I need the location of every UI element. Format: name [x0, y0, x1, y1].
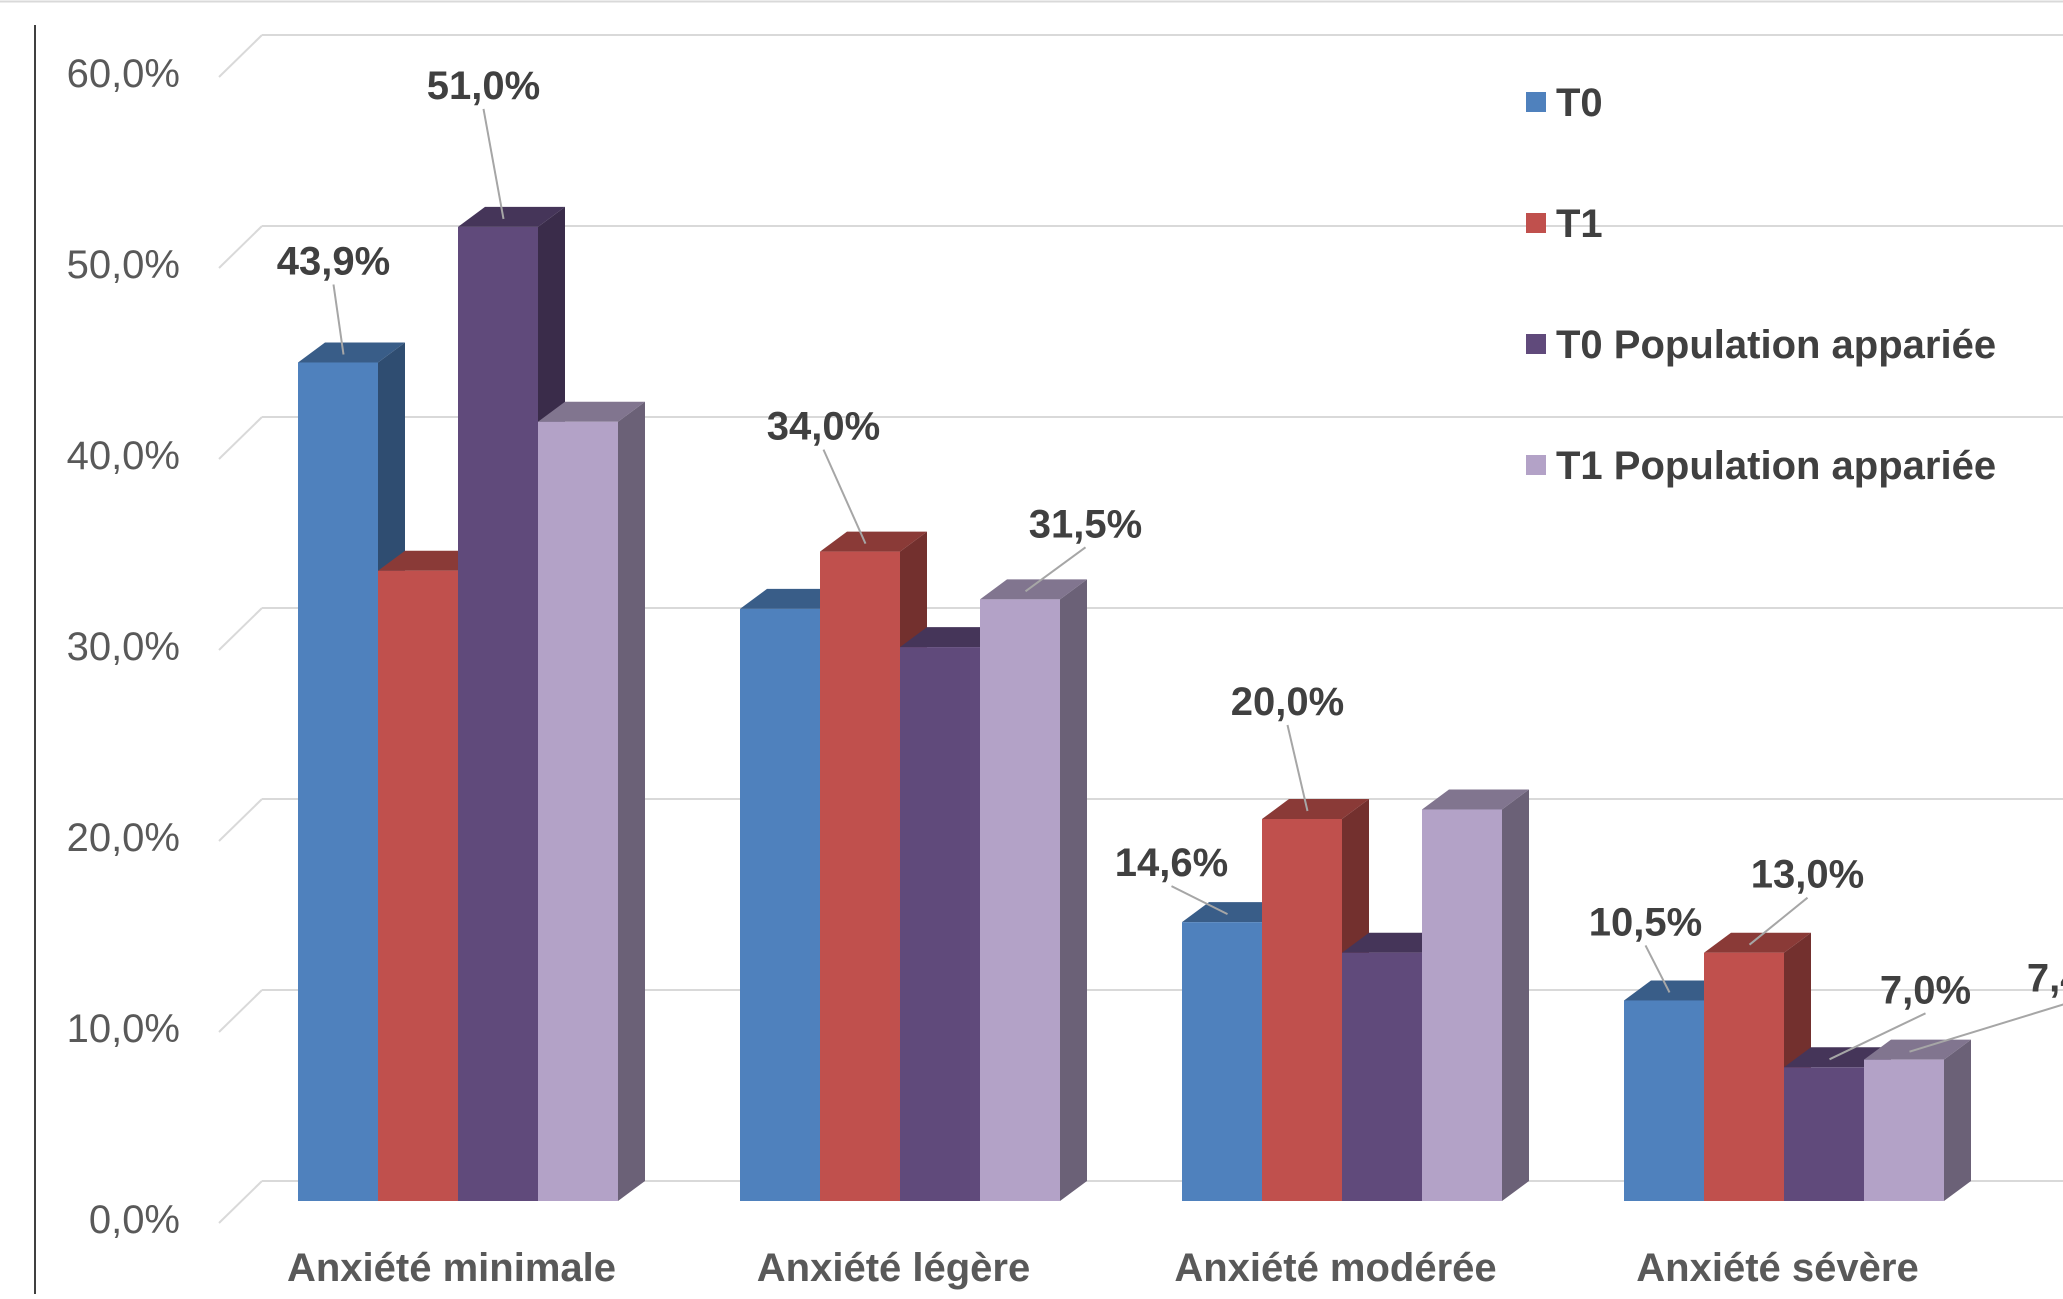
y-tick-label: 0,0% [89, 1198, 180, 1242]
bar-front [1342, 953, 1422, 1201]
gridline-side [219, 990, 262, 1032]
y-tick-label: 10,0% [67, 1007, 180, 1051]
x-axis-categories: Anxiété minimale Anxiété légère Anxiété mo… [287, 1246, 1919, 1290]
bar [980, 579, 1087, 1201]
bar-front [1704, 953, 1784, 1201]
legend-label: T0 [1556, 81, 1603, 125]
x-category-label: Anxiété minimale [287, 1246, 616, 1290]
bar-side [1944, 1040, 1971, 1201]
y-tick-label: 30,0% [67, 625, 180, 669]
data-label: 14,6% [1115, 841, 1228, 885]
data-label: 51,0% [427, 64, 540, 108]
data-label: 43,9% [277, 240, 390, 284]
leader-line [484, 109, 504, 219]
bar-front [980, 599, 1060, 1201]
x-category-label: Anxiété légère [757, 1246, 1030, 1290]
legend: T0 T1 T0 Population appariée T1 Population … [1526, 81, 1996, 488]
x-category-label: Anxiété sévère [1636, 1246, 1918, 1290]
legend-label: T1 Population appariée [1556, 444, 1996, 488]
gridline-side [219, 608, 262, 650]
bar-front [1784, 1067, 1864, 1201]
legend-label: T0 Population appariée [1556, 323, 1996, 367]
gridline-side [219, 226, 262, 268]
x-category-label: Anxiété modérée [1174, 1246, 1496, 1290]
y-axis: 0,0% 10,0% 20,0% 30,0% 40,0% 50,0% 60,0% [35, 25, 180, 1294]
bar-front [1422, 809, 1502, 1201]
gridline-side [219, 35, 262, 77]
legend-swatch [1526, 213, 1546, 233]
bar [538, 402, 645, 1201]
leader-line [824, 450, 866, 544]
bar-front [298, 363, 378, 1201]
gridline-side [219, 417, 262, 459]
data-label: 10,5% [1589, 900, 1702, 944]
legend-swatch [1526, 455, 1546, 475]
bar-front [458, 227, 538, 1201]
data-label: 31,5% [1029, 502, 1142, 546]
bar-front [1262, 819, 1342, 1201]
bar [1422, 789, 1529, 1201]
legend-label: T1 [1556, 202, 1603, 246]
bar-front [900, 647, 980, 1201]
y-tick-label: 60,0% [67, 52, 180, 96]
gridline-side [219, 1181, 262, 1223]
bar [1864, 1040, 1971, 1201]
data-label: 34,0% [767, 405, 880, 449]
data-label: 7,0% [1880, 968, 1971, 1012]
y-tick-label: 20,0% [67, 816, 180, 860]
bar-side [1060, 579, 1087, 1201]
bar-front [740, 609, 820, 1201]
legend-swatch [1526, 334, 1546, 354]
gridline-side [219, 799, 262, 841]
data-label: 13,0% [1751, 853, 1864, 897]
bar-front [538, 422, 618, 1201]
bar-front [1864, 1060, 1944, 1201]
legend-swatch [1526, 92, 1546, 112]
y-tick-label: 40,0% [67, 434, 180, 478]
y-tick-label: 50,0% [67, 243, 180, 287]
data-label: 7,4% [2027, 957, 2063, 1001]
bar-side [618, 402, 645, 1201]
bar-front [1624, 1000, 1704, 1201]
data-label: 20,0% [1231, 680, 1344, 724]
bar-front [1182, 922, 1262, 1201]
bar-front [378, 571, 458, 1201]
bar-front [820, 552, 900, 1201]
bar-side [1502, 789, 1529, 1201]
